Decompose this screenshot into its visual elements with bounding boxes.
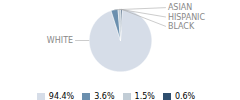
svg-text:WHITE: WHITE [47,36,73,45]
html-text:0.6%: 0.6% [174,92,196,100]
html-text:3.6%: 3.6% [94,92,115,100]
svg-text:ASIAN: ASIAN [168,3,192,12]
html-text:94.4%: 94.4% [48,92,75,100]
svg-text:HISPANIC: HISPANIC [168,13,206,22]
svg-text:BLACK: BLACK [168,22,195,31]
html-text:1.5%: 1.5% [134,92,155,100]
